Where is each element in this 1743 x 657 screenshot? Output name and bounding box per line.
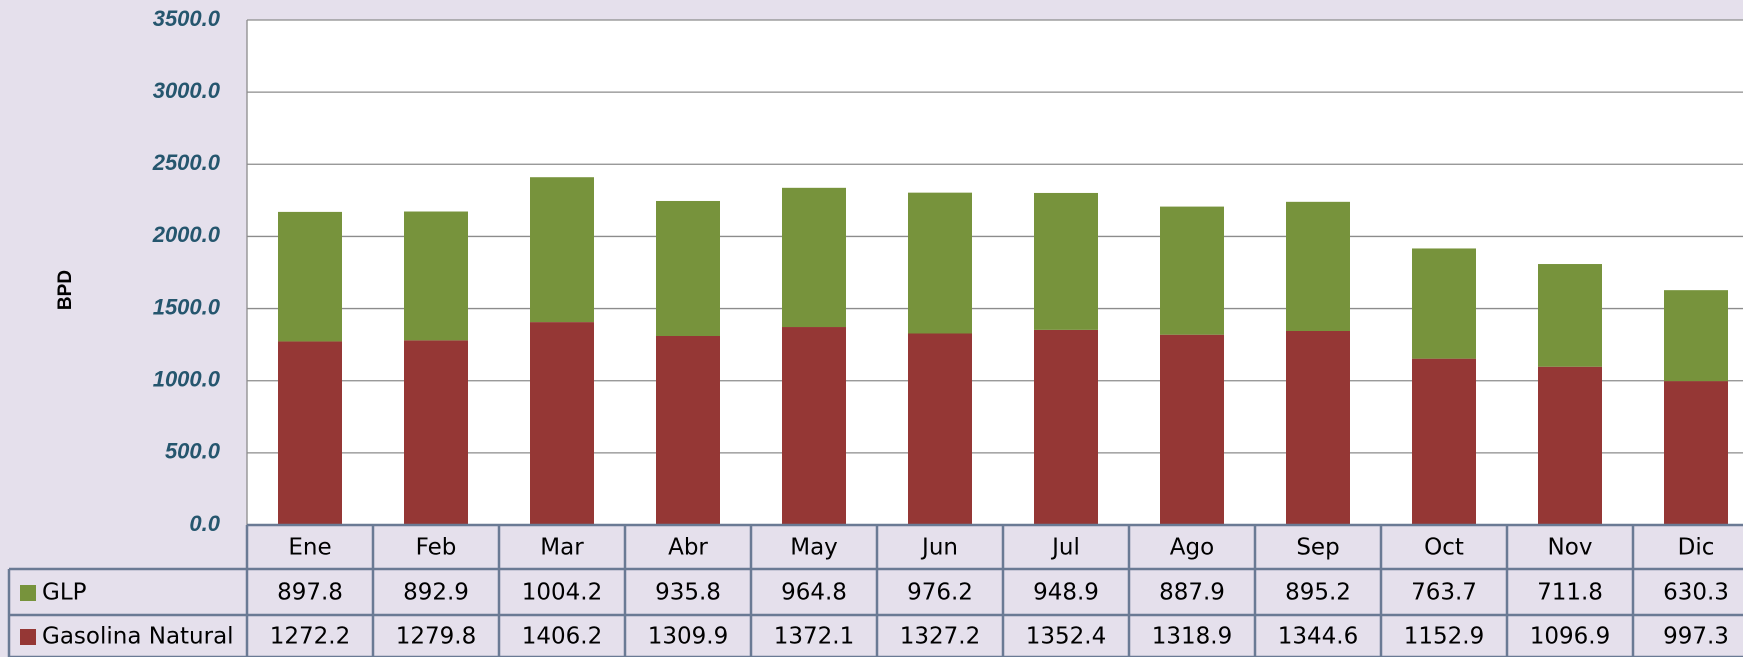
- table-value: 1327.2: [900, 624, 980, 650]
- x-tick-label: Ene: [288, 535, 331, 561]
- table-value: 948.9: [1033, 580, 1099, 606]
- x-tick-label: May: [790, 535, 838, 561]
- bar-segment: [908, 192, 972, 334]
- legend-label: GLP: [42, 580, 87, 606]
- x-tick-label: Ago: [1170, 535, 1214, 561]
- bar-segment: [404, 211, 468, 341]
- bar-segment: [1160, 334, 1224, 525]
- y-tick-label: 1000.0: [153, 367, 221, 392]
- x-tick-label: Feb: [416, 535, 457, 561]
- y-tick-label: 2000.0: [152, 222, 221, 247]
- bar-segment: [1412, 248, 1476, 359]
- legend-label: Gasolina Natural: [42, 624, 234, 650]
- bar-segment: [278, 211, 342, 342]
- table-value: 630.3: [1663, 580, 1729, 606]
- bar-segment: [1286, 201, 1350, 331]
- table-value: 1152.9: [1404, 624, 1484, 650]
- table-value: 1309.9: [648, 624, 728, 650]
- table-value: 895.2: [1285, 580, 1351, 606]
- table-value: 1372.1: [774, 624, 854, 650]
- bar-segment: [278, 341, 342, 525]
- bar-segment: [656, 200, 720, 337]
- table-value: 711.8: [1537, 580, 1603, 606]
- table-value: 763.7: [1411, 580, 1477, 606]
- y-tick-label: 1500.0: [153, 294, 221, 319]
- table-value: 897.8: [277, 580, 343, 606]
- y-tick-label: 0.0: [189, 511, 220, 536]
- table-value: 892.9: [403, 580, 469, 606]
- bar-segment: [1160, 206, 1224, 335]
- table-value: 935.8: [655, 580, 721, 606]
- table-value: 1004.2: [522, 580, 602, 606]
- table-value: 997.3: [1663, 624, 1729, 650]
- y-tick-label: 3000.0: [153, 78, 221, 103]
- bar-segment: [1538, 264, 1602, 367]
- table-value: 1406.2: [522, 624, 602, 650]
- legend-swatch: [20, 585, 36, 601]
- bar-segment: [908, 333, 972, 525]
- bar-segment: [404, 340, 468, 525]
- table-value: 887.9: [1159, 580, 1225, 606]
- table-value: 1096.9: [1530, 624, 1610, 650]
- bar-segment: [782, 327, 846, 525]
- bar-segment: [1412, 358, 1476, 525]
- x-tick-label: Oct: [1424, 535, 1464, 561]
- table-value: 1272.2: [270, 624, 350, 650]
- table-value: 1318.9: [1152, 624, 1232, 650]
- bar-segment: [656, 336, 720, 525]
- table-value: 964.8: [781, 580, 847, 606]
- x-tick-label: Mar: [540, 535, 584, 561]
- y-axis-title: BPD: [55, 270, 76, 310]
- y-tick-label: 2500.0: [152, 150, 221, 175]
- x-tick-label: Jul: [1050, 535, 1080, 561]
- table-value: 976.2: [907, 580, 973, 606]
- x-tick-label: Sep: [1296, 535, 1339, 561]
- bar-segment: [782, 187, 846, 328]
- table-value: 1352.4: [1026, 624, 1106, 650]
- y-tick-label: 3500.0: [153, 6, 221, 31]
- plot-area: [247, 20, 1743, 525]
- bar-segment: [1664, 381, 1728, 525]
- bar-segment: [1034, 329, 1098, 525]
- table-value: 1344.6: [1278, 624, 1358, 650]
- bar-segment: [1286, 330, 1350, 525]
- bar-segment: [1034, 192, 1098, 330]
- bar-segment: [530, 177, 594, 323]
- x-tick-label: Nov: [1548, 535, 1593, 561]
- x-tick-label: Dic: [1678, 535, 1715, 561]
- table-value: 1279.8: [396, 624, 476, 650]
- legend-swatch: [20, 629, 36, 645]
- y-tick-label: 500.0: [165, 439, 221, 464]
- bar-segment: [530, 322, 594, 525]
- x-tick-label: Jun: [920, 535, 958, 561]
- bar-segment: [1538, 366, 1602, 525]
- bar-segment: [1664, 290, 1728, 382]
- x-tick-label: Abr: [668, 535, 708, 561]
